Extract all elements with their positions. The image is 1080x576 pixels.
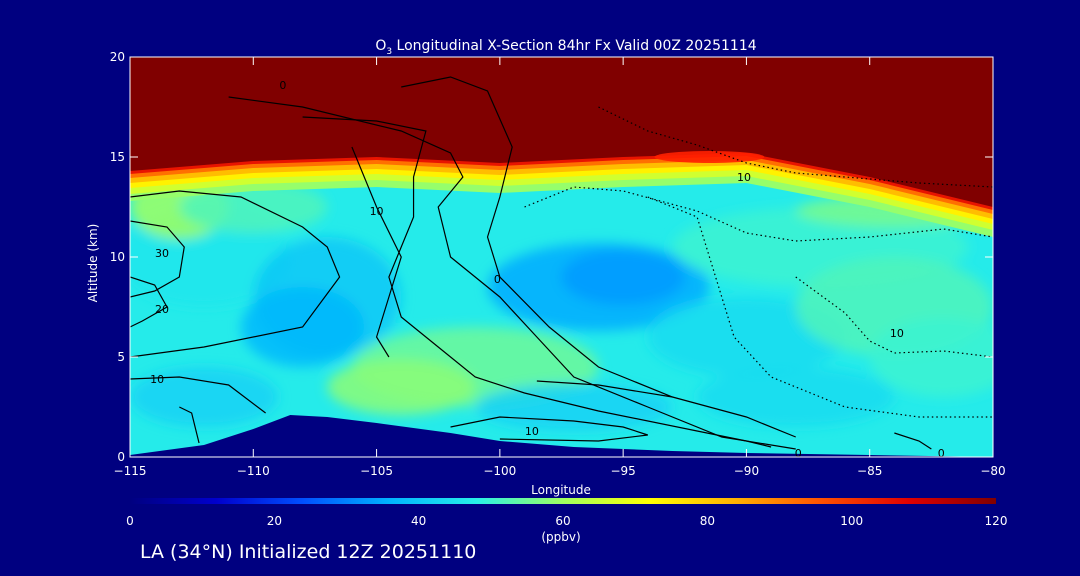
chart-title: O3 Longitudinal X-Section 84hr Fx Valid … <box>375 38 756 57</box>
location-init-label: LA (34°N) Initialized 12Z 20251110 <box>140 541 477 563</box>
x-tick-label: −80 <box>980 464 1005 478</box>
contour-line <box>401 76 796 438</box>
contour-label: 0 <box>279 79 286 92</box>
x-axis-label: Longitude <box>531 483 591 497</box>
contour-label: 10 <box>737 171 751 184</box>
colorbar-tick-label: 100 <box>840 514 863 528</box>
x-tick-label: −110 <box>237 464 270 478</box>
colorbar-tick-label: 120 <box>985 514 1008 528</box>
y-axis-label: Altitude (km) <box>86 224 100 303</box>
ozone-patch <box>647 297 846 377</box>
x-tick-label: −85 <box>857 464 882 478</box>
contour-label: 10 <box>370 205 384 218</box>
colorbar-unit: (ppbv) <box>541 530 580 544</box>
x-tick-label: −105 <box>360 464 393 478</box>
contour-line <box>894 432 932 450</box>
colorbar <box>130 498 996 504</box>
colorbar-tick-label: 60 <box>555 514 570 528</box>
contour-label: 0 <box>938 447 945 460</box>
x-tick-label: −100 <box>483 464 516 478</box>
ozone-patch <box>475 383 673 431</box>
plot-area <box>130 57 993 457</box>
y-tick-label: 10 <box>110 250 125 264</box>
title-rest: Longitudinal X-Section 84hr Fx Valid 00Z… <box>392 38 757 54</box>
colorbar-ticks: 0 20 40 60 80 100 120 <box>126 514 1007 528</box>
ozone-patch <box>869 317 993 397</box>
contour-line <box>130 276 168 328</box>
contour-line <box>130 220 185 298</box>
ozone-field <box>130 57 993 457</box>
contour-line <box>450 416 648 442</box>
title-prefix: O <box>375 38 386 54</box>
contour-line <box>351 146 402 358</box>
ozone-patch <box>697 367 895 427</box>
y-tick-label: 0 <box>117 450 125 464</box>
contour-label: 30 <box>155 247 169 260</box>
contour-label: 0 <box>494 273 501 286</box>
x-tick-label: −95 <box>610 464 635 478</box>
y-tick-label: 5 <box>117 350 125 364</box>
contour-line <box>228 96 796 450</box>
contour-line <box>795 276 993 358</box>
colorbar-tick-label: 80 <box>700 514 715 528</box>
contour-line <box>130 190 341 358</box>
contour-line <box>130 376 266 414</box>
ozone-patch <box>327 359 476 415</box>
y-tick-label: 15 <box>110 150 125 164</box>
ozone-patch <box>561 249 685 305</box>
contour-line <box>536 380 673 398</box>
y-tick-label: 20 <box>110 50 125 64</box>
x-tick-label: −90 <box>734 464 759 478</box>
ozone-patch <box>130 367 278 427</box>
y-axis: 0 5 10 15 20 <box>110 50 993 464</box>
colorbar-tick-label: 20 <box>267 514 282 528</box>
contour-line <box>598 106 993 188</box>
contour-lines <box>130 76 993 450</box>
contour-label: 10 <box>890 327 904 340</box>
high-ozone-tongue <box>654 151 765 163</box>
contour-label: 10 <box>525 425 539 438</box>
contour-label: 20 <box>155 303 169 316</box>
contour-line <box>179 406 200 444</box>
colorbar-tick-label: 0 <box>126 514 134 528</box>
contour-line <box>302 116 772 448</box>
contour-label-layer: 0 10 30 20 10 0 10 10 10 0 0 <box>150 79 945 460</box>
x-axis: −115 −110 −105 −100 −95 −90 −85 −80 <box>114 57 1006 478</box>
stratosphere <box>130 57 993 204</box>
title-subscript: 3 <box>386 47 392 57</box>
terrain <box>130 415 993 457</box>
contour-label: 10 <box>150 373 164 386</box>
colorbar-tick-label: 40 <box>411 514 426 528</box>
contour-label: 0 <box>795 447 802 460</box>
x-tick-label: −115 <box>114 464 147 478</box>
